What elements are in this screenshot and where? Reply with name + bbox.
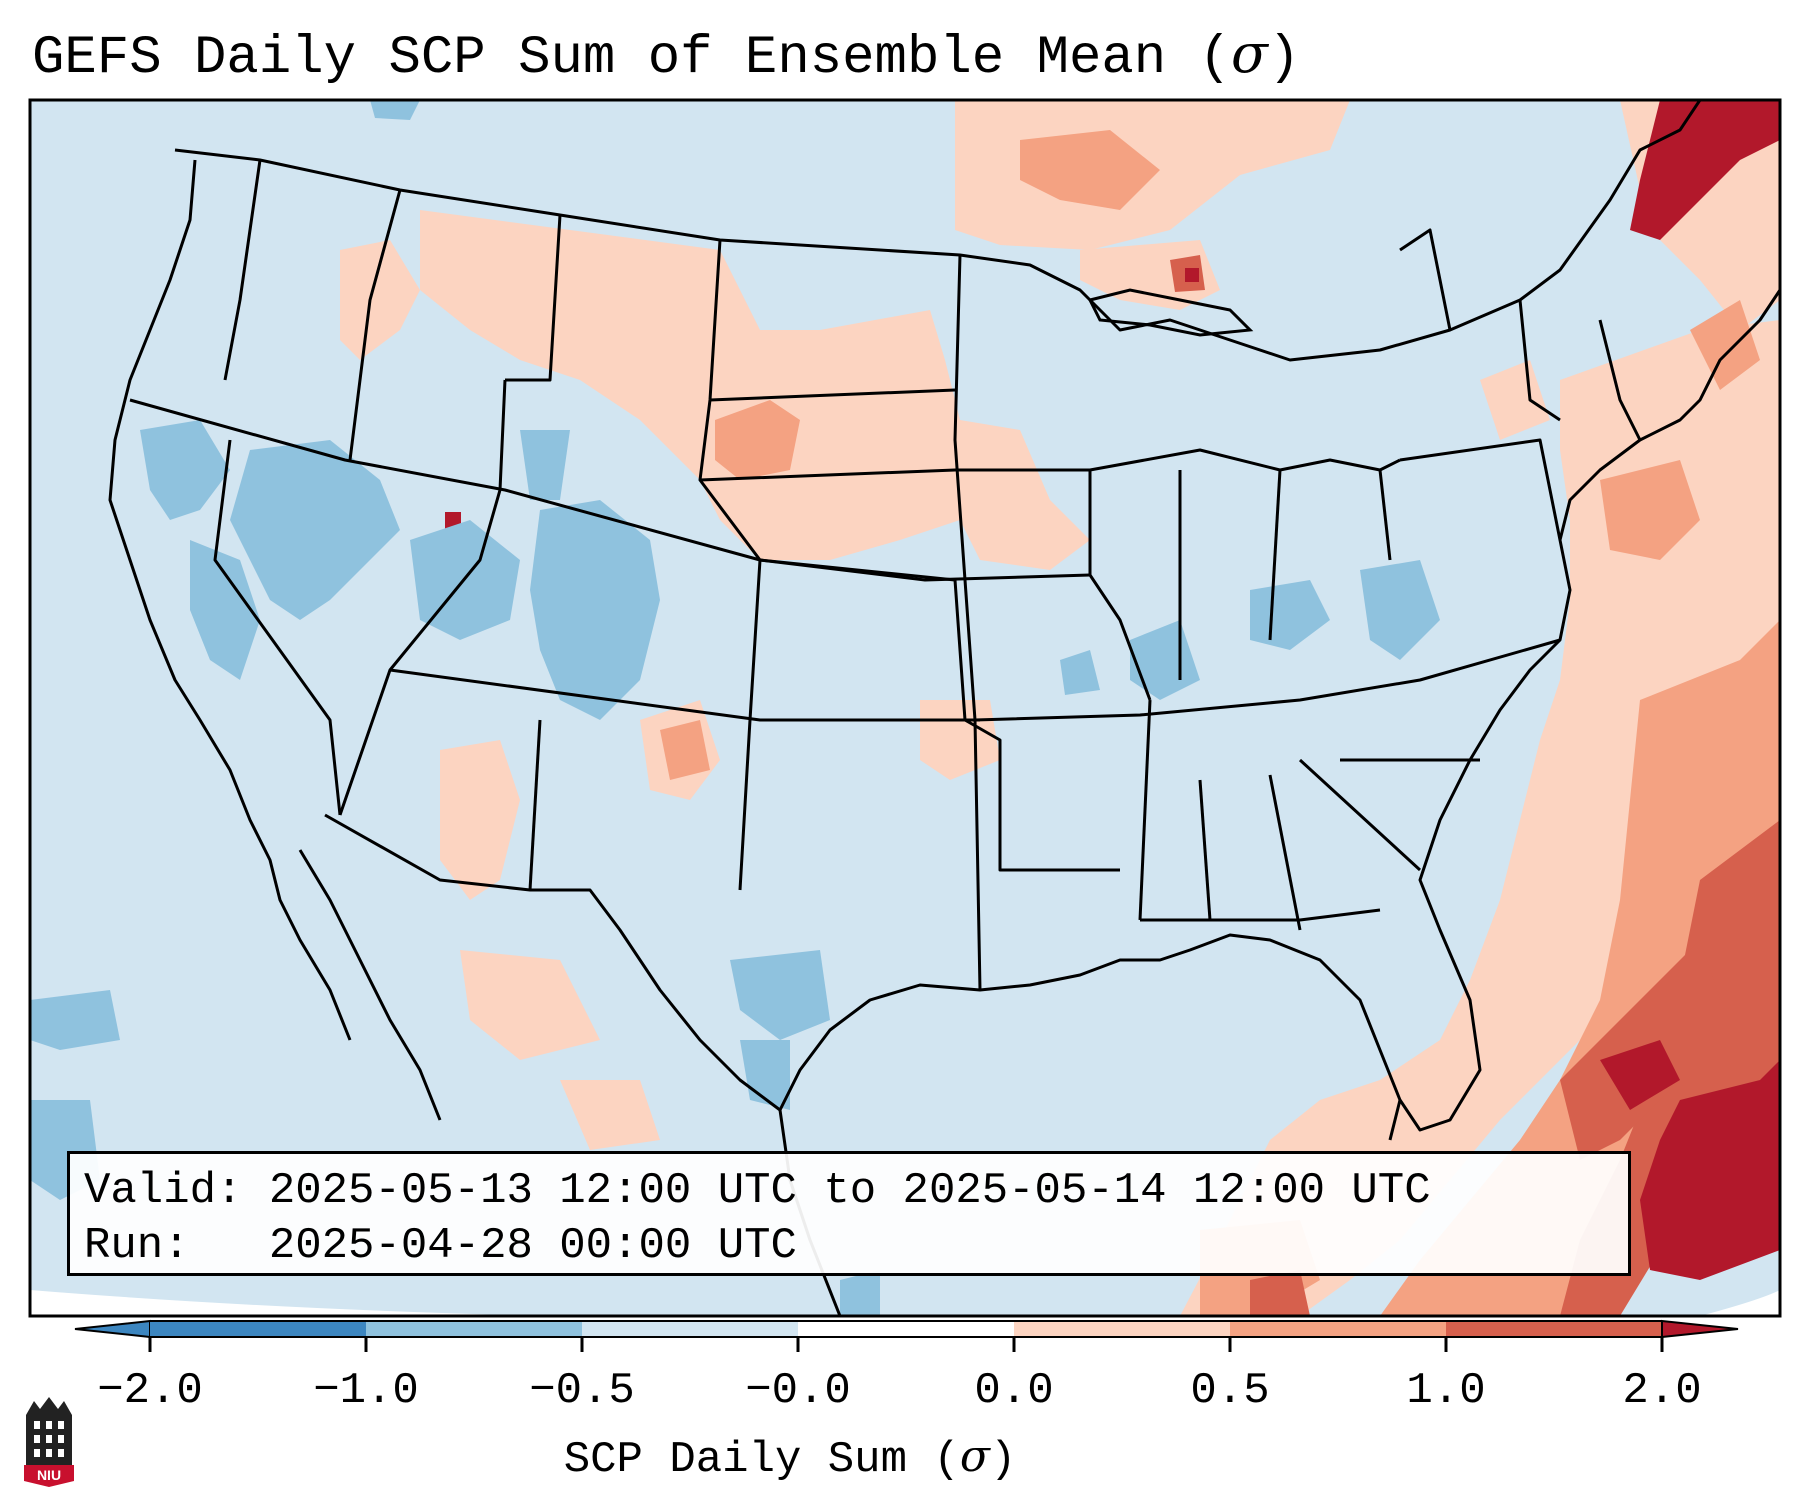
title-text: GEFS Daily SCP Sum of Ensemble Mean ( (32, 28, 1231, 89)
info-box: Valid: 2025-05-13 12:00 UTC to 2025-05-1… (67, 1151, 1631, 1276)
colorbar-extend-high (1661, 1319, 1739, 1339)
colorbar-segment-4 (1014, 1321, 1230, 1337)
boundaries (108, 100, 1780, 1316)
colorbar-tick-label: 1.0 (1406, 1366, 1486, 1416)
colorbar-tick-label: −0.0 (745, 1366, 851, 1416)
map-frame (28, 98, 1782, 1318)
colorbar-tick-label: 0.0 (974, 1366, 1054, 1416)
colorbar-tick-label: −0.5 (529, 1366, 635, 1416)
colorbar-segment-2 (582, 1321, 798, 1337)
run-time-line: Run: 2025-04-28 00:00 UTC (84, 1221, 797, 1271)
great-lakes (1087, 288, 1254, 337)
colorbar-segment-0 (150, 1321, 366, 1337)
colorbar-label: SCP Daily Sum (σ) (564, 1431, 1017, 1486)
colorbar-extend-low (74, 1319, 151, 1339)
colorbar-segment-5 (1230, 1321, 1446, 1337)
projection-edge (30, 1290, 545, 1316)
colorbar-tick-label: −2.0 (97, 1366, 203, 1416)
colorbar-segment-6 (1446, 1321, 1662, 1337)
colorbar-label-sigma: σ (959, 1431, 990, 1482)
colorbar-tick-label: 2.0 (1622, 1366, 1702, 1416)
colorbar-tick-label: −1.0 (313, 1366, 419, 1416)
niu-tower-logo-icon: NIU (24, 1397, 74, 1487)
title-close-paren: ) (1267, 28, 1301, 89)
colorbar-label-text: SCP Daily Sum ( (563, 1435, 960, 1485)
negative-anomaly-medium (30, 100, 1440, 1316)
colorbar-tick-label: 0.5 (1190, 1366, 1270, 1416)
valid-time-line: Valid: 2025-05-13 12:00 UTC to 2025-05-1… (84, 1166, 1431, 1216)
colorbar-segment-1 (366, 1321, 582, 1337)
colorbar-segment-3 (798, 1321, 1014, 1337)
colorbar (74, 1319, 1739, 1352)
title-sigma-symbol: σ (1231, 22, 1268, 85)
niu-logo-text: NIU (37, 1467, 61, 1483)
positive-anomaly-medium (660, 130, 1780, 1316)
page-title: GEFS Daily SCP Sum of Ensemble Mean (σ) (32, 22, 1300, 91)
colorbar-label-close: ) (989, 1435, 1017, 1485)
map-background (30, 100, 1780, 1316)
